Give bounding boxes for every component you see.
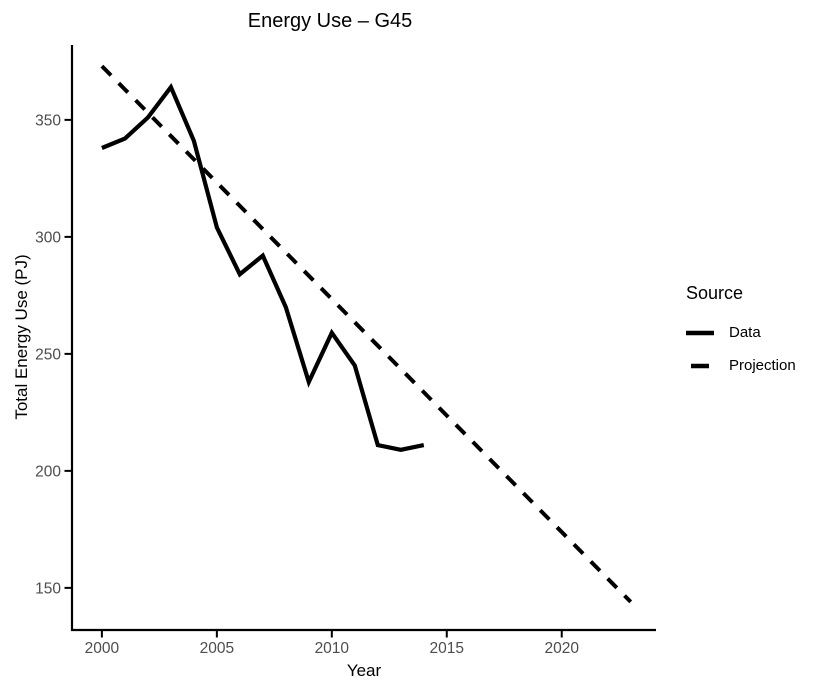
legend-item-label: Projection — [729, 357, 796, 374]
y-axis-tick-label: 200 — [35, 463, 61, 480]
legend-items: Data Projection — [686, 316, 830, 382]
legend-item-projection: Projection — [686, 349, 830, 382]
legend: Source Data Projection — [686, 283, 830, 382]
x-axis-label: Year — [346, 661, 382, 680]
y-axis-tick-label: 350 — [35, 112, 61, 129]
legend-swatch-dashed-line-icon — [691, 363, 709, 368]
x-axis-tick-label: 2015 — [430, 640, 464, 657]
y-axis-tick-label: 150 — [35, 580, 61, 597]
x-axis-tick-label: 2000 — [85, 640, 120, 657]
series-line-data — [101, 82, 425, 452]
x-axis-tick-label: 2020 — [544, 640, 579, 657]
legend-swatch-solid-line-icon — [686, 330, 714, 335]
legend-item-label: Data — [729, 324, 761, 341]
chart-title: Energy Use – G45 — [247, 10, 413, 32]
y-axis-tick-label: 300 — [35, 229, 61, 246]
series-line-projection — [100, 64, 633, 604]
x-axis-tick-label: 2010 — [315, 640, 350, 657]
legend-item-data: Data — [686, 316, 830, 349]
y-axis-tick-label: 250 — [35, 346, 61, 363]
legend-title: Source — [686, 283, 744, 303]
x-axis-tick-label: 2005 — [200, 640, 234, 657]
